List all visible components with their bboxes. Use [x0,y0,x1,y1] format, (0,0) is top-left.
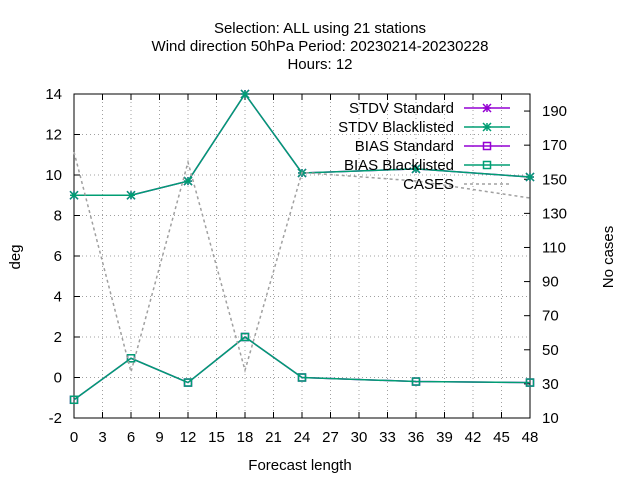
y-axis-label: deg [7,244,24,269]
series-line [73,336,531,401]
y-tick-label: -2 [49,410,62,427]
x-tick-label: 45 [493,429,510,446]
legend: STDV Standard STDV Blacklisted BIAS Standa… [338,100,510,193]
x-tick-label: 39 [436,429,453,446]
legend-item: CASES [403,176,510,193]
y-tick-label: 4 [54,289,62,306]
y-axis-left: -2 0 2 4 6 8 10 12 14 [45,86,80,427]
title-line: Wind direction 50hPa Period: 20230214-20… [152,38,489,55]
x-tick-label: 48 [522,429,539,446]
legend-label: BIAS Standard [355,138,454,155]
y-tick-label: 6 [54,248,62,265]
data-point [411,164,421,174]
x-tick-label: 6 [127,429,135,446]
data-point [525,378,535,387]
data-point [240,332,250,342]
series-layer [69,89,535,405]
data-point [240,89,250,99]
x-tick-label: 27 [322,429,339,446]
series-bias-standard [69,332,535,405]
x-tick-label: 9 [155,429,163,446]
y2-tick-label: 70 [542,308,559,325]
y-tick-label: 8 [54,208,62,225]
data-point [482,160,492,170]
y2-tick-label: 170 [542,137,567,154]
x-tick-label: 18 [237,429,254,446]
series-line [74,92,531,196]
y-tick-label: 12 [45,127,62,144]
x-tick-label: 21 [265,429,282,446]
title-line: Selection: ALL using 21 stations [214,20,426,37]
y-tick-label: 10 [45,167,62,184]
y2-tick-label: 10 [542,410,559,427]
x-tick-label: 15 [208,429,225,446]
y2-tick-label: 50 [542,342,559,359]
data-point [482,141,492,151]
x-tick-label: 0 [70,429,78,446]
legend-item: BIAS Standard [355,138,510,155]
y-axis-right: 10 30 50 70 90 110 130 150 170 190 [524,103,567,427]
y2-tick-label: 190 [542,103,567,120]
data-point [183,378,193,387]
x-tick-label: 12 [180,429,197,446]
data-point [411,377,421,386]
series-line [74,92,531,196]
data-point [482,122,492,132]
legend-label: BIAS Blacklisted [344,157,454,174]
data-point [482,103,492,113]
x-tick-label: 36 [408,429,425,446]
series-cases [73,151,531,375]
legend-label: CASES [403,176,454,193]
y-tick-label: 14 [45,86,62,103]
data-point [126,190,136,200]
grid-lines [74,94,530,418]
data-point [297,373,307,382]
y-tick-label: 2 [54,329,62,346]
data-point [69,395,79,405]
x-tick-label: 42 [465,429,482,446]
y2-axis-label: No cases [600,226,617,289]
y2-tick-label: 110 [542,239,566,256]
legend-label: STDV Standard [349,100,454,117]
series-stdv-blacklisted [69,89,535,200]
data-point [183,176,193,186]
x-axis-label: Forecast length [248,457,351,474]
x-tick-label: 30 [351,429,368,446]
title-line: Hours: 12 [287,56,352,73]
x-tick-label: 3 [98,429,106,446]
y2-tick-label: 30 [542,376,559,393]
x-tick-label: 24 [294,429,311,446]
y2-tick-label: 90 [542,274,559,291]
x-axis: 0 3 6 9 12 15 18 21 24 27 30 33 36 39 42 45 48 [70,94,539,446]
data-point [69,190,79,200]
legend-item: STDV Standard [349,100,510,117]
y-tick-label: 0 [54,370,62,387]
x-tick-label: 33 [379,429,396,446]
series-line [73,151,531,375]
data-point [525,172,535,182]
series-bias-blacklisted [69,332,535,405]
y2-tick-label: 150 [542,171,567,188]
legend-item: STDV Blacklisted [338,119,510,136]
legend-item: BIAS Blacklisted [344,157,510,174]
legend-label: STDV Blacklisted [338,119,454,136]
y2-tick-label: 130 [542,205,567,222]
